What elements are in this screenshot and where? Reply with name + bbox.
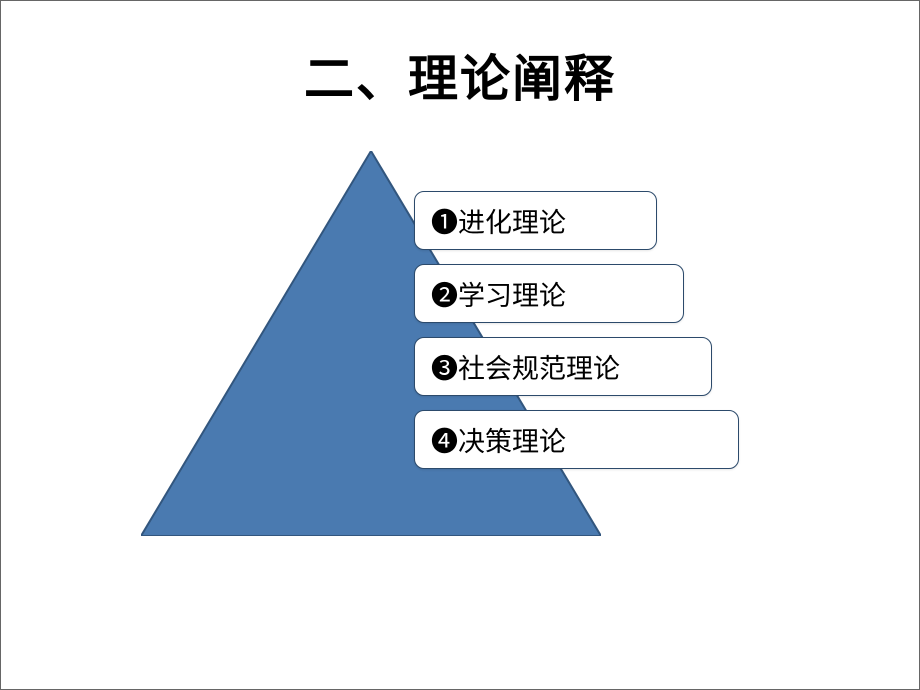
list-item-label: ❷学习理论 bbox=[431, 274, 667, 313]
list-item: ❸社会规范理论 bbox=[414, 337, 712, 396]
list-item-label: ❹决策理论 bbox=[431, 420, 722, 459]
list-item: ❹决策理论 bbox=[414, 410, 739, 469]
list-item: ❶进化理论 bbox=[414, 191, 657, 250]
page-title: 二、理论阐释 bbox=[1, 39, 919, 111]
list-boxes: ❶进化理论 ❷学习理论 ❸社会规范理论 ❹决策理论 bbox=[414, 191, 739, 483]
pyramid-diagram: ❶进化理论 ❷学习理论 ❸社会规范理论 ❹决策理论 bbox=[141, 151, 781, 536]
list-item: ❷学习理论 bbox=[414, 264, 684, 323]
list-item-label: ❶进化理论 bbox=[431, 201, 640, 240]
list-item-label: ❸社会规范理论 bbox=[431, 347, 695, 386]
